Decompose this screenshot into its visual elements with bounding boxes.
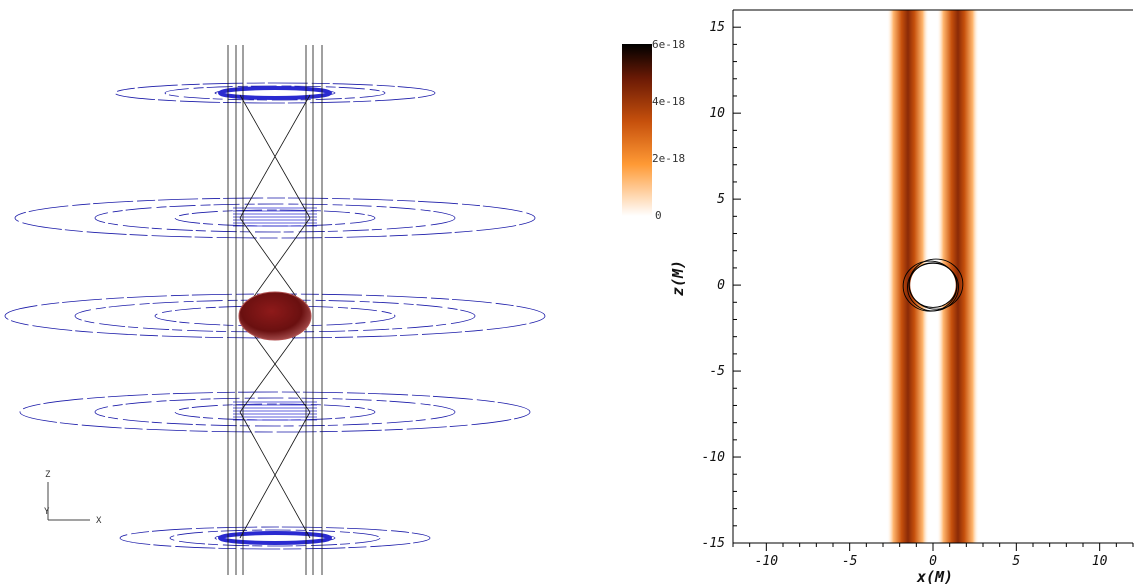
field-ring <box>94 203 456 233</box>
colorbar: 6e-18 4e-18 2e-18 0 <box>622 38 685 222</box>
field-line-rings <box>4 82 546 550</box>
y-tick-label: 15 <box>709 20 725 35</box>
dense-ring <box>218 86 332 100</box>
y-ticks: 15 10 5 0 -5 -10 -15 <box>702 9 741 551</box>
density-heatmap: 15 10 5 0 -5 -10 -15 -10 -5 0 5 10 z(M) x(M) <box>669 9 1134 585</box>
dense-ring <box>218 531 332 545</box>
field-ring <box>19 391 531 433</box>
y-tick-label: 5 <box>717 192 725 207</box>
triad-x-label: X <box>96 516 102 526</box>
y-axis-title: z(M) <box>669 260 687 296</box>
black-hole-sphere <box>238 291 312 341</box>
horizon-contour <box>908 258 964 310</box>
twisted-field-line <box>239 94 311 219</box>
colorbar-label-2e: 2e-18 <box>652 152 685 165</box>
field-ring <box>174 209 376 227</box>
y-tick-label: -10 <box>702 450 726 465</box>
horizon-disc <box>910 262 956 308</box>
y-tick-label: -5 <box>709 364 725 379</box>
x-tick-label: 10 <box>1092 554 1108 569</box>
y-tick-label: -15 <box>702 536 726 551</box>
x-tick-label: -5 <box>842 554 858 569</box>
y-tick-label: 0 <box>717 278 725 293</box>
orientation-triad: Z Y X <box>44 470 102 526</box>
field-ring <box>14 197 536 239</box>
x-axis-title: x(M) <box>916 568 953 585</box>
y-tick-label: 10 <box>709 106 725 121</box>
horizon-contour <box>907 262 959 312</box>
colorbar-label-zero: 0 <box>655 209 662 222</box>
colorbar-label-4e: 4e-18 <box>652 95 685 108</box>
x-tick-label: 5 <box>1012 554 1020 569</box>
field-ring <box>174 403 376 421</box>
x-tick-label: 0 <box>929 554 937 569</box>
twisted-field-line <box>239 411 311 539</box>
x-tick-label: -10 <box>755 554 779 569</box>
triad-z-label: Z <box>45 470 51 480</box>
field-line-3d-view: Z Y X <box>4 45 546 575</box>
x-ticks: -10 -5 0 5 10 <box>732 543 1134 569</box>
field-ring <box>114 82 436 104</box>
colorbar-gradient <box>622 44 652 216</box>
field-ring <box>119 526 431 550</box>
colorbar-label-max: 6e-18 <box>652 38 685 51</box>
field-ring <box>169 529 381 547</box>
field-ring <box>94 397 456 427</box>
triad-y-label: Y <box>44 507 50 517</box>
